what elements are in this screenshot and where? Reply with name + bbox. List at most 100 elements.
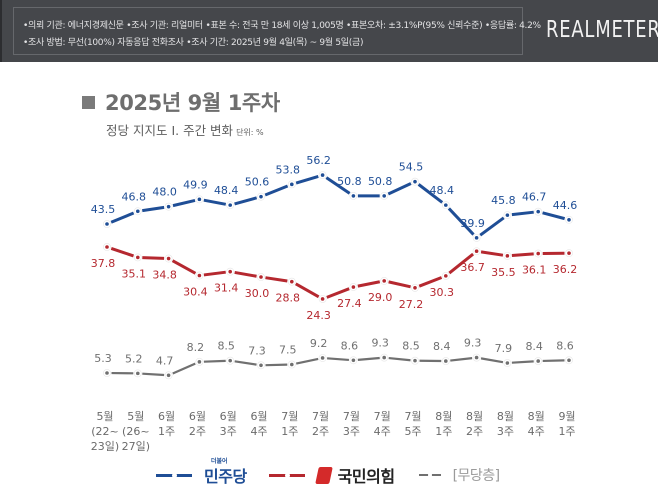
series-line-segment — [172, 362, 196, 375]
data-label: 45.8 — [491, 194, 516, 207]
data-point — [413, 358, 417, 363]
series-line-segment — [448, 252, 475, 275]
series-line-segment — [295, 357, 319, 365]
x-tick-label: 6월 — [250, 410, 267, 423]
data-label: 4.7 — [156, 354, 174, 367]
data-label: 27.4 — [337, 297, 362, 310]
series-line-segment — [479, 216, 505, 237]
data-label: 8.2 — [187, 341, 205, 354]
data-label: 36.2 — [553, 263, 578, 276]
x-tick-label: 2주 — [466, 425, 483, 438]
data-point — [166, 373, 171, 378]
series-line-segment — [203, 359, 226, 363]
data-label: 46.7 — [522, 191, 547, 204]
series-line-segment — [417, 183, 444, 204]
x-tick-label: 1주 — [435, 425, 452, 438]
survey-info-line-1: •의뢰 기관: 에너지경제신문 •조사 기관: 리얼미터 •표본 수: 전국 만… — [23, 21, 541, 31]
data-point — [567, 358, 571, 363]
series-line-segment — [110, 211, 135, 224]
x-tick-label: 6월 — [189, 410, 206, 423]
data-label: 8.6 — [341, 339, 359, 352]
page-title: 2025년 9월 1주차 — [105, 91, 280, 115]
survey-info-line-2: •조사 방법: 무선(100%) 자동응답 전화조사 •조사 기간: 2025년… — [23, 38, 364, 48]
data-label: 7.3 — [248, 344, 266, 357]
series-line-segment — [450, 357, 473, 362]
data-point — [197, 197, 202, 202]
data-label: 53.8 — [276, 163, 301, 176]
x-tick-label: 5주 — [404, 425, 421, 438]
x-tick-label: 1주 — [281, 425, 298, 438]
x-tick-label: 8월 — [528, 410, 545, 423]
x-tick-label: 6월 — [220, 410, 237, 423]
data-label: 9.3 — [464, 337, 482, 350]
data-point — [320, 297, 325, 301]
x-tick-label: 7월 — [281, 410, 298, 423]
data-point — [105, 371, 109, 375]
legend-small-label-democratic: 더불어 — [211, 458, 228, 465]
x-tick-label: 7월 — [312, 410, 329, 423]
series-line-segment — [295, 174, 319, 185]
ppp-logo-icon — [314, 466, 333, 484]
page-title-row: 2025년 9월 1주차 — [82, 87, 280, 117]
data-label: 48.0 — [152, 186, 177, 199]
data-label: 36.7 — [460, 261, 485, 274]
data-label: 35.5 — [491, 266, 516, 279]
data-point — [105, 222, 109, 226]
data-label: 34.8 — [152, 269, 177, 282]
data-point — [259, 275, 263, 279]
data-label: 8.5 — [217, 340, 235, 353]
data-point — [320, 356, 325, 360]
data-point — [444, 274, 448, 278]
realmeter-logo: REALMETER — [546, 17, 658, 43]
data-label: 8.6 — [556, 339, 574, 352]
data-label: 46.8 — [122, 190, 147, 203]
data-label: 37.8 — [91, 257, 116, 270]
series-line-segment — [387, 182, 412, 196]
data-point — [166, 204, 171, 209]
x-tick-label: 7월 — [374, 410, 391, 423]
x-tick-label: 4주 — [250, 425, 267, 438]
x-tick-label: 8월 — [435, 410, 452, 423]
series-independent: 5.3 5.2 4.7 8.2 8.5 7.3 7.5 9.2 8.6 9.3 8.5 8.4 9.3 7… — [94, 337, 574, 380]
series-line-segment — [326, 287, 350, 299]
data-label: 5.2 — [125, 352, 143, 365]
data-point — [228, 203, 232, 207]
data-point — [474, 236, 479, 240]
data-label: 8.5 — [402, 340, 420, 353]
data-point — [444, 359, 448, 363]
series-line-segment — [327, 357, 349, 362]
data-label: 30.4 — [183, 285, 208, 298]
data-label: 28.8 — [276, 292, 301, 305]
data-label: 43.5 — [91, 203, 116, 216]
x-tick-label: 2주 — [312, 425, 329, 438]
data-point — [136, 371, 140, 376]
data-label: 9.3 — [371, 337, 389, 350]
data-label: 30.3 — [430, 286, 455, 299]
series-line-segment — [388, 356, 411, 362]
data-label: 7.9 — [495, 342, 513, 355]
x-tick-label: 7월 — [343, 410, 360, 423]
legend-line-ppp — [268, 472, 305, 478]
data-label: 35.1 — [122, 267, 147, 280]
legend-item-democratic: 더불어 민주당 — [156, 458, 247, 487]
x-tick-label: 9월 — [558, 410, 575, 423]
data-label: 48.4 — [430, 184, 455, 197]
data-point — [474, 355, 479, 360]
data-label: 8.4 — [433, 340, 451, 353]
data-label: 30.0 — [245, 287, 270, 300]
data-label: 44.6 — [553, 199, 578, 212]
chart-subtitle: 정당 지지도 Ⅰ. 주간 변화 — [106, 123, 234, 138]
legend-line-independent — [418, 473, 441, 477]
series-line-segment — [265, 276, 288, 283]
x-tick-label: 3주 — [220, 425, 237, 438]
x-tick-label: 5월 — [96, 410, 113, 423]
data-point — [413, 179, 417, 184]
data-point — [567, 251, 571, 255]
title-square-icon — [82, 95, 95, 109]
series-line-segment — [418, 276, 443, 288]
data-point — [228, 358, 232, 363]
legend-label-democratic: 민주당 — [204, 467, 247, 486]
data-label: 36.1 — [522, 264, 547, 277]
series-line-segment — [264, 184, 289, 197]
series-line-segment — [542, 211, 566, 221]
